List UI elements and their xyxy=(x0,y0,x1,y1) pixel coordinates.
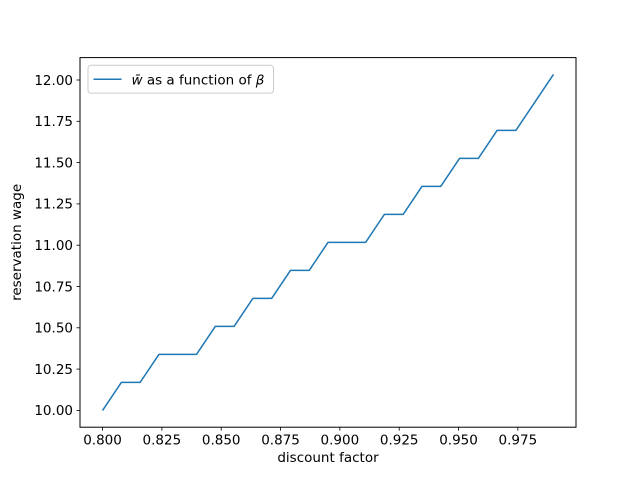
y-tick-label: 10.50 xyxy=(34,321,73,337)
x-tick-label: 0.900 xyxy=(321,433,360,449)
axes-frame xyxy=(79,57,577,428)
y-tick-label: 10.75 xyxy=(34,279,73,295)
legend-label: w̄ as a function of β xyxy=(132,73,265,89)
x-tick-label: 0.975 xyxy=(499,433,538,449)
x-axis-label: discount factor xyxy=(277,450,379,466)
x-tick-label: 0.850 xyxy=(202,433,241,449)
legend-label-beta: β xyxy=(255,73,265,89)
y-tick-label: 11.25 xyxy=(34,197,73,213)
x-tick-label: 0.800 xyxy=(83,433,122,449)
y-tick-label: 12.00 xyxy=(34,73,73,89)
y-tick-label: 11.75 xyxy=(34,114,73,130)
x-tick-label: 0.875 xyxy=(261,433,300,449)
legend-label-wbar: w̄ xyxy=(132,73,144,89)
y-tick-label: 10.25 xyxy=(34,362,73,378)
legend-box xyxy=(87,64,274,94)
legend-label-middle: as a function of xyxy=(143,73,256,89)
y-axis-ticks: 10.00 10.25 10.50 10.75 11.00 11.25 11.50 11.75… xyxy=(34,73,80,419)
series-line-reservation-wage xyxy=(101,73,555,411)
x-axis-ticks: 0.800 0.825 0.850 0.875 0.900 0.925 0.950 0.975 xyxy=(83,427,537,449)
legend: w̄ as a function of β xyxy=(87,64,274,94)
y-tick-label: 11.50 xyxy=(34,155,73,171)
y-tick-label: 10.00 xyxy=(34,403,73,419)
y-tick-label: 11.00 xyxy=(34,238,73,254)
x-tick-label: 0.825 xyxy=(143,433,182,449)
y-axis-label: reservation wage xyxy=(9,184,25,301)
x-tick-label: 0.925 xyxy=(380,433,419,449)
x-tick-label: 0.950 xyxy=(439,433,478,449)
